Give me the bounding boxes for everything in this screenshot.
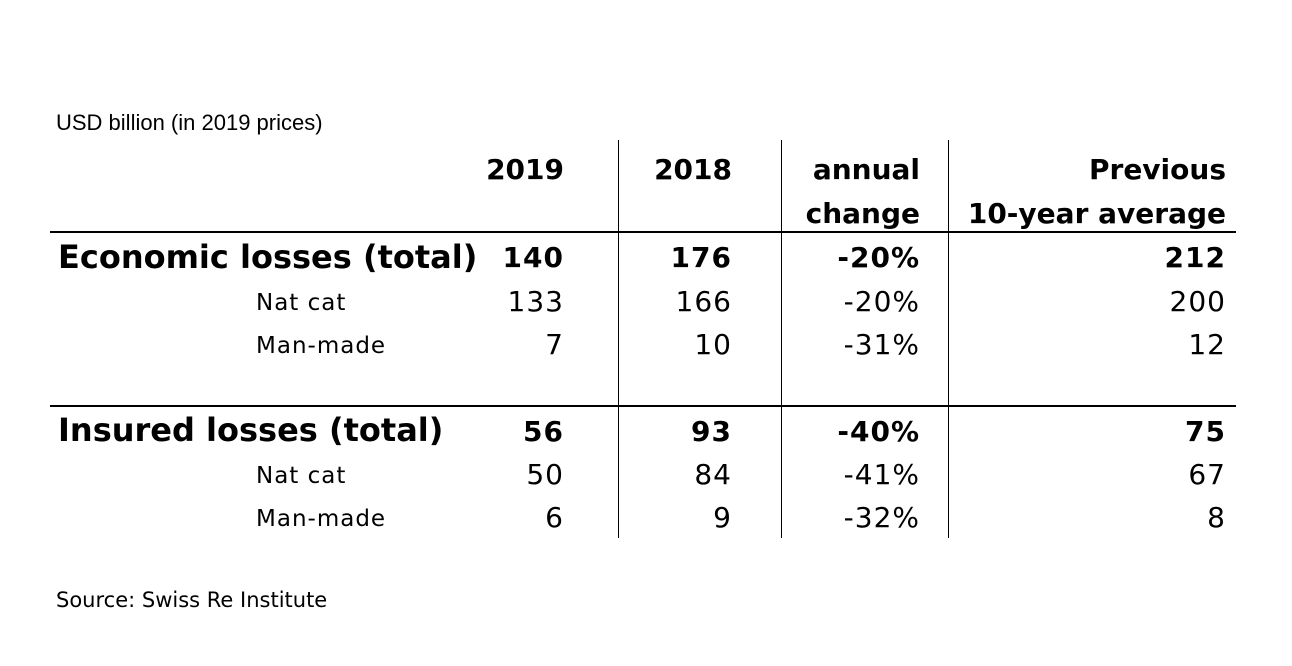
- column-header-line: 2019: [486, 153, 564, 186]
- table-cell: 12: [1188, 328, 1226, 361]
- column-separator: [948, 140, 949, 538]
- column-header-annual-change: annual change: [780, 148, 920, 236]
- table-cell: 166: [675, 285, 732, 318]
- row-label-insured-manmade: Man-made: [256, 506, 387, 532]
- column-separator: [618, 140, 619, 538]
- column-separator: [781, 140, 782, 538]
- column-header-line: 2018: [654, 153, 732, 186]
- table-cell: 93: [691, 415, 732, 448]
- column-header-line: 10-year average: [967, 197, 1226, 230]
- table-cell: 200: [1169, 285, 1226, 318]
- table-cell: 84: [694, 458, 732, 491]
- section-rule: [50, 405, 1236, 407]
- table-cell: 140: [502, 241, 564, 274]
- table-cell: -31%: [843, 328, 920, 361]
- table-cell: -40%: [837, 415, 920, 448]
- column-header-2018: 2018: [610, 148, 732, 192]
- unit-label: USD billion (in 2019 prices): [56, 110, 323, 135]
- column-header-2019: 2019: [440, 148, 564, 192]
- table-cell: 75: [1185, 415, 1226, 448]
- row-label-economic-natcat: Nat cat: [256, 290, 347, 316]
- table-cell: 9: [713, 501, 732, 534]
- table-cell: 6: [545, 501, 564, 534]
- column-header-line: Previous: [1088, 153, 1226, 186]
- header-rule: [50, 231, 1236, 233]
- table-cell: 133: [507, 285, 564, 318]
- row-label-insured-natcat: Nat cat: [256, 463, 347, 489]
- row-label-insured-total: Insured losses (total): [58, 411, 444, 449]
- row-label-economic-total: Economic losses (total): [58, 238, 478, 276]
- column-header-previous-average: Previous 10-year average: [950, 148, 1226, 236]
- table-cell: -41%: [843, 458, 920, 491]
- table-cell: 7: [545, 328, 564, 361]
- table-cell: 67: [1188, 458, 1226, 491]
- source-note: Source: Swiss Re Institute: [56, 588, 328, 612]
- table-cell: 56: [523, 415, 564, 448]
- table-cell: -20%: [843, 285, 920, 318]
- table-cell: 50: [526, 458, 564, 491]
- column-header-line: annual: [812, 153, 920, 186]
- row-label-economic-manmade: Man-made: [256, 333, 387, 359]
- table-cell: 8: [1207, 501, 1226, 534]
- table-cell: 176: [670, 241, 732, 274]
- table-cell: -32%: [843, 501, 920, 534]
- table-cell: 212: [1164, 241, 1226, 274]
- column-header-line: change: [805, 197, 920, 230]
- table-cell: 10: [694, 328, 732, 361]
- table-cell: -20%: [837, 241, 920, 274]
